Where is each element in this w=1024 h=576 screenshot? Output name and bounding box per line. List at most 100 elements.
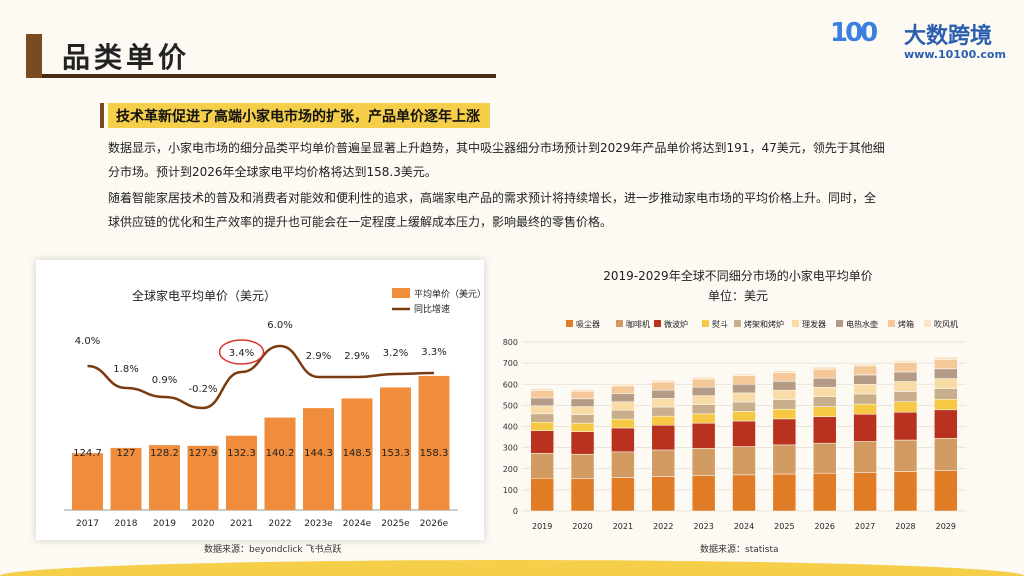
bar-2019-2 [530,430,554,454]
bar-2024-7 [732,375,756,385]
x-tick-2023: 2023 [693,522,713,531]
x-tick-2020: 2020 [572,522,592,531]
bar-2024-1 [732,446,756,476]
bar-2021-8 [611,383,635,387]
bar-2023-8 [691,376,716,380]
bar-2021-4 [611,409,635,420]
growth-rate-line [87,344,435,410]
x-tick-2025e: 2025e [381,519,410,529]
bar-2019-7 [530,390,554,399]
legend-swatch-6 [836,320,843,327]
avg-price-chart: 全球家电平均单价（美元） 平均单价（美元） 同比增速 124.7 2017 127 2018… [64,288,486,529]
bar-2020-0 [570,478,595,512]
legend-swatch-5 [792,320,799,327]
page-title: 品类单价 [62,41,191,74]
bar-2026-2 [812,416,837,444]
y-tick-0: 0 [513,507,518,516]
bar-2019-3 [530,422,554,431]
bar-2028-8 [893,360,918,363]
bar-2022-3 [651,415,676,426]
legend-label-4: 烤架和烤炉 [744,319,784,329]
bar-2026-4 [812,396,837,407]
bar-2029-5 [934,378,958,389]
bar-2027-2 [853,413,877,442]
bar-2029-3 [934,398,958,411]
bar-2022-8 [651,379,676,383]
bar-2028-4 [893,391,918,403]
x-tick-2025: 2025 [774,522,794,531]
bar-2027-8 [853,363,877,367]
bar-2023-0 [691,475,716,512]
legend-label-3: 熨斗 [712,319,728,329]
legend-bar-label: 平均单价（美元） [414,288,484,300]
bar-2019-1 [530,453,554,479]
legend-label-7: 烤箱 [898,319,914,329]
paragraph-1-line-2: 分市场。预计到2026年全球家电平均价格将达到158.3美元。 [108,165,437,179]
bar-2029-6 [934,368,958,379]
bar-2019-6 [530,397,554,407]
y-tick-800: 800 [503,338,518,347]
logo-mark-icon: 100 [830,18,878,48]
bar-2025-4 [772,399,797,410]
bar-2020-8 [570,389,595,392]
legend-label-5: 理发器 [802,319,826,329]
bar-2022-4 [651,406,676,417]
bar-2028-2 [893,411,918,441]
bar-2024e [341,398,373,510]
bar-2023-7 [691,378,716,388]
bar-2028-0 [893,471,918,512]
growth-label-2019: 0.9% [152,375,177,386]
bar-2027-0 [853,472,877,512]
bar-2027-4 [853,393,877,405]
bar-2029-7 [934,359,958,370]
x-tick-2020: 2020 [192,519,215,529]
bar-value-2021: 132.3 [227,448,256,459]
bar-value-2019: 128.2 [150,448,179,459]
bar-2021-7 [611,385,635,395]
growth-label-2025e: 3.2% [383,348,408,359]
y-tick-500: 500 [503,401,518,410]
bar-2025-1 [772,444,797,475]
legend-swatch-4 [734,320,741,327]
source-left: 数据来源：beyondclick 飞书点跃 [204,545,342,555]
bar-2021-3 [611,418,635,429]
legend-bar-swatch [392,288,410,298]
bar-2023-4 [691,404,716,415]
bar-2025-0 [772,473,797,512]
y-tick-200: 200 [503,465,518,474]
bar-2019-0 [530,478,554,512]
bar-2024-4 [732,401,756,412]
legend-label-1: 咖啡机 [626,319,650,329]
legend-line-label: 同比增速 [414,303,450,315]
bar-2026-0 [812,472,837,512]
highlight-heading: 技术革新促进了高端小家电市场的扩张，产品单价逐年上涨 [108,103,490,128]
paragraph-1-line-1: 数据显示，小家电市场的细分品类平均单价普遍呈显著上升趋势，其中吸尘器细分市场预计… [108,141,885,155]
growth-label-2020: -0.2% [188,384,217,395]
bar-2019 [149,445,180,510]
legend-label-0: 吸尘器 [576,319,600,329]
bar-2020 [187,445,219,510]
bar-2023-3 [691,413,716,424]
bar-2021-5 [611,401,635,411]
bar-2025-6 [772,381,797,391]
y-tick-700: 700 [503,359,518,368]
growth-label-2018: 1.8% [113,364,138,375]
bar-2019-4 [530,413,554,423]
growth-label-2023e: 2.9% [306,351,331,362]
bar-2020-2 [570,431,595,455]
bar-2026-3 [812,406,837,417]
bar-2029-8 [934,356,958,360]
bar-2022-1 [651,449,676,477]
bar-2028-6 [893,371,918,382]
bar-2021-1 [611,451,635,478]
bar-2026-1 [812,442,837,474]
bar-2025-5 [772,389,797,400]
bar-2021-6 [611,393,635,403]
legend-label-2: 微波炉 [664,319,688,329]
bar-2028-5 [893,381,918,392]
x-tick-2027: 2027 [855,522,875,531]
growth-label-2021: 3.4% [229,348,254,359]
y-tick-300: 300 [503,444,518,453]
growth-label-2017: 4.0% [75,336,100,347]
bar-2017 [72,453,103,510]
